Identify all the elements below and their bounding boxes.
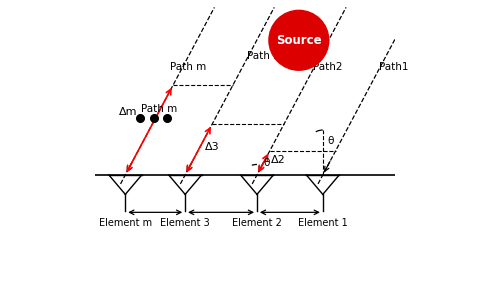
Text: Path m: Path m	[170, 62, 206, 72]
Text: Element 2: Element 2	[232, 218, 282, 228]
Text: Path m: Path m	[141, 104, 177, 114]
Text: Element 1: Element 1	[298, 218, 348, 228]
Text: θ: θ	[263, 158, 270, 168]
Text: Element 3: Element 3	[160, 218, 210, 228]
Text: Element m: Element m	[99, 218, 152, 228]
Text: Path 3: Path 3	[247, 51, 280, 61]
Text: Path2: Path2	[313, 62, 343, 72]
Ellipse shape	[269, 10, 329, 70]
Text: Source: Source	[276, 34, 321, 47]
Text: Δ2: Δ2	[271, 155, 286, 165]
Text: Δm: Δm	[119, 107, 138, 117]
Text: Path1: Path1	[379, 62, 409, 72]
Text: Δ3: Δ3	[205, 142, 220, 152]
Text: θ: θ	[327, 136, 334, 146]
